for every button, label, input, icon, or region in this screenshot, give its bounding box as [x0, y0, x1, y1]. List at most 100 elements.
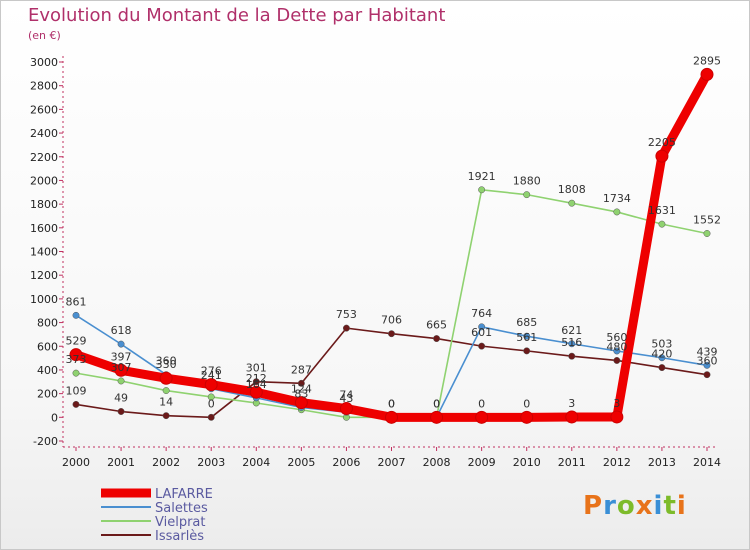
data-point	[523, 347, 531, 355]
y-tick-label: 2000	[30, 174, 58, 187]
data-label: 560	[606, 331, 627, 344]
data-label: 621	[561, 324, 582, 337]
y-tick-label: -200	[33, 435, 58, 448]
data-label: 420	[651, 348, 672, 361]
data-point	[339, 402, 353, 416]
data-label: 1631	[648, 204, 676, 217]
data-point	[610, 410, 624, 424]
data-point	[385, 410, 398, 424]
data-point	[72, 369, 80, 377]
x-tick-label: 2009	[468, 456, 496, 469]
data-point	[568, 340, 576, 348]
x-tick-label: 2006	[332, 456, 360, 469]
y-tick-label: 2800	[30, 80, 58, 93]
data-point	[69, 348, 83, 362]
data-point	[433, 335, 441, 343]
data-label: 1552	[693, 213, 721, 226]
data-label: 861	[66, 295, 87, 308]
data-label: 1734	[603, 192, 631, 205]
data-label: 287	[291, 363, 312, 376]
data-point	[568, 352, 576, 360]
data-label: 503	[651, 338, 672, 351]
y-tick-label: 2600	[30, 103, 58, 116]
data-point	[568, 199, 576, 207]
data-point	[207, 413, 215, 421]
x-tick-label: 2014	[693, 456, 721, 469]
x-tick-label: 2008	[423, 456, 451, 469]
data-label: 685	[516, 316, 537, 329]
y-tick-label: 400	[37, 364, 58, 377]
data-point	[658, 220, 666, 228]
x-tick-label: 2007	[378, 456, 406, 469]
x-tick-label: 2005	[287, 456, 315, 469]
x-tick-label: 2003	[197, 456, 225, 469]
data-point	[204, 378, 218, 392]
x-tick-label: 2011	[558, 456, 586, 469]
data-label: 74	[339, 389, 353, 402]
data-point	[117, 340, 125, 348]
y-tick-label: 1000	[30, 293, 58, 306]
data-point	[252, 378, 260, 386]
data-point	[658, 364, 666, 372]
data-point	[520, 410, 534, 424]
data-label: 0	[433, 397, 440, 410]
data-label: 0	[523, 397, 530, 410]
data-label: 360	[697, 355, 718, 368]
data-label: 43	[339, 392, 353, 405]
data-point	[388, 330, 395, 338]
proxiti-logo: Proxiti	[583, 491, 687, 521]
data-label: 241	[201, 369, 222, 382]
legend-label: Salettes	[155, 501, 208, 516]
legend-label: Issarlès	[155, 529, 204, 544]
y-tick-label: 0	[51, 411, 58, 424]
data-label: 618	[111, 324, 132, 337]
data-label: 0	[388, 397, 395, 410]
data-point	[430, 410, 444, 424]
data-label: 0	[388, 397, 395, 410]
data-point	[658, 354, 666, 362]
data-label: 83	[294, 387, 308, 400]
y-tick-label: 1800	[30, 198, 58, 211]
data-point	[297, 379, 305, 387]
data-point	[703, 230, 711, 237]
data-point	[114, 363, 128, 377]
data-label: 212	[246, 372, 267, 385]
x-tick-label: 2013	[648, 456, 676, 469]
data-point	[478, 323, 486, 331]
data-point	[478, 186, 486, 194]
data-label: 14	[159, 396, 173, 409]
data-point	[249, 385, 263, 399]
data-label: 1808	[558, 183, 586, 196]
data-label: 0	[478, 397, 485, 410]
data-label: 3	[613, 397, 620, 410]
y-tick-label: 2400	[30, 127, 58, 140]
data-label: 1921	[468, 170, 496, 183]
data-point	[523, 191, 531, 199]
data-point	[207, 393, 215, 401]
data-label: 753	[336, 308, 357, 321]
x-tick-label: 2000	[62, 456, 90, 469]
data-point	[72, 311, 80, 319]
data-point	[655, 149, 669, 163]
data-label: 301	[246, 362, 267, 375]
data-point	[162, 387, 170, 394]
data-label: 561	[516, 331, 537, 344]
x-tick-label: 2012	[603, 456, 631, 469]
data-label: 109	[66, 384, 87, 397]
data-point	[523, 332, 531, 340]
legend-label: Vielprat	[155, 515, 206, 530]
data-label: 307	[111, 361, 132, 374]
data-label: 1880	[513, 175, 541, 188]
data-point	[613, 357, 621, 364]
y-tick-label: 3000	[30, 56, 58, 69]
data-label: 2205	[648, 136, 676, 149]
data-label: 0	[208, 397, 215, 410]
data-label: 373	[66, 353, 87, 366]
data-point	[162, 412, 170, 420]
data-point	[117, 377, 125, 385]
data-label: 601	[471, 326, 492, 339]
data-point	[703, 371, 711, 379]
data-label: 764	[471, 307, 492, 320]
